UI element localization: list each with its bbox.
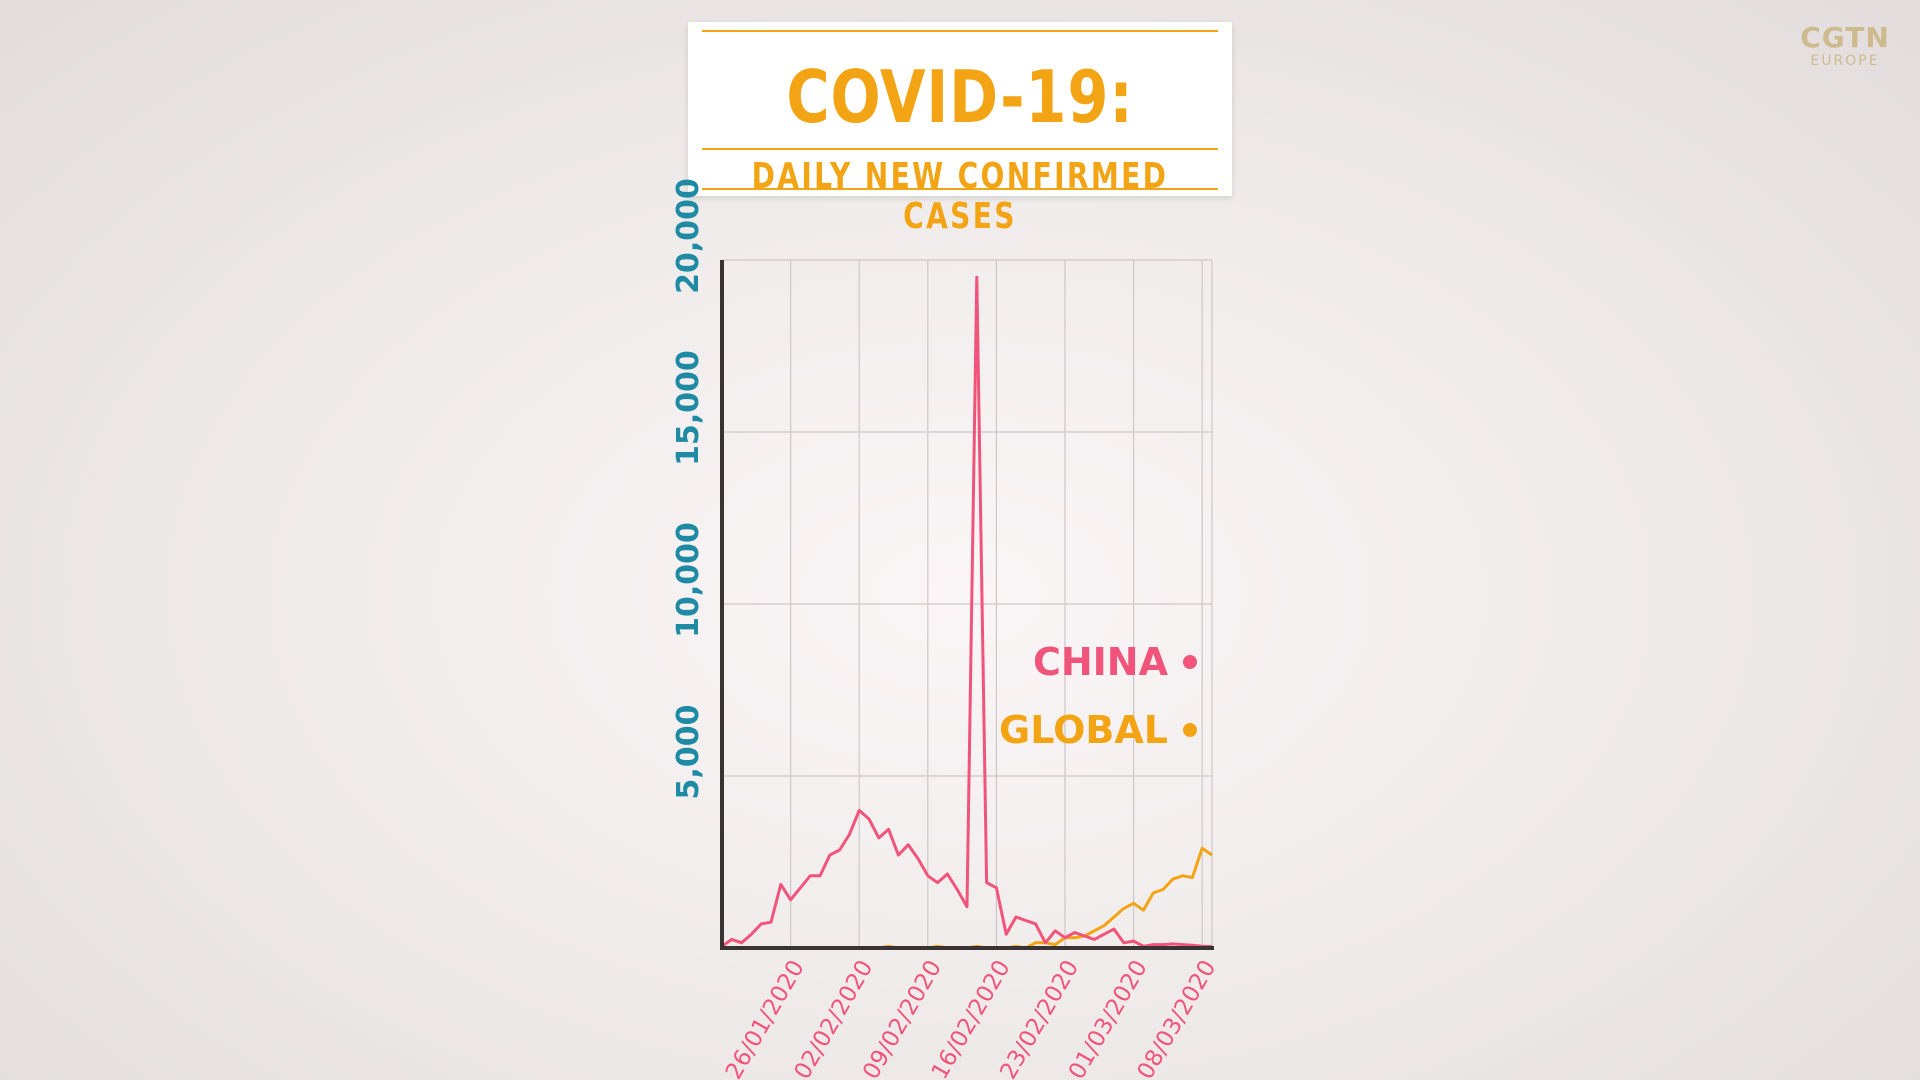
title-card: COVID-19: DAILY NEW CONFIRMED CASES — [688, 22, 1232, 237]
legend-dot-china — [1183, 655, 1197, 669]
legend-label-china: CHINA — [1033, 640, 1169, 684]
y-tick-label: 5,000 — [671, 705, 706, 800]
y-tick-label: 15,000 — [671, 350, 706, 466]
title-rule-bottom — [702, 188, 1218, 190]
legend: CHINA GLOBAL — [999, 640, 1197, 752]
chart-series — [721, 275, 1213, 950]
y-tick-label: 20,000 — [671, 178, 706, 294]
chart-title: COVID-19: — [786, 55, 1134, 139]
legend-label-global: GLOBAL — [999, 708, 1168, 752]
cgtn-logo: CGTN EUROPE — [1790, 21, 1900, 69]
logo-sub-text: EUROPE — [1810, 53, 1880, 69]
logo-main-text: CGTN — [1800, 21, 1890, 54]
y-tick-labels: 5,000 10,000 15,000 20,000 — [671, 178, 706, 799]
x-tick-labels: 26/01/202002/02/202009/02/202016/02/2020… — [721, 956, 1221, 1080]
chart-grid — [722, 259, 1213, 948]
series-line-china — [721, 275, 1213, 948]
title-rule-top — [702, 30, 1218, 32]
legend-dot-global — [1183, 723, 1197, 737]
chart-axes — [720, 260, 1214, 950]
y-tick-label: 10,000 — [671, 522, 706, 638]
title-rule-middle — [702, 148, 1218, 150]
